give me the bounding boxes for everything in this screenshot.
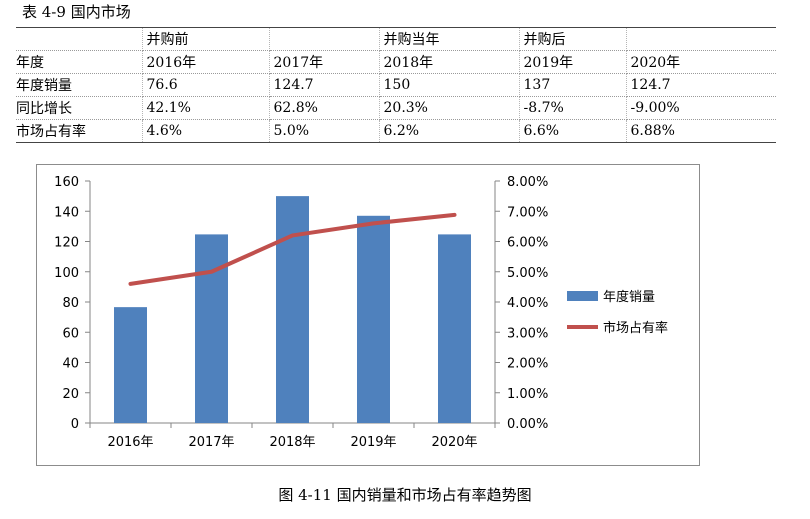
- row-label-cell: 年度销量: [16, 73, 143, 97]
- bar-2016年: [114, 307, 147, 423]
- bar-2020年: [438, 234, 471, 423]
- table-title: 表 4-9 国内市场: [22, 3, 131, 21]
- data-table: 并购前 并购当年 并购后 年度 2016年 2017年 2018年 2019年 2020年 年度销…: [16, 27, 776, 143]
- table-cell: 2020年: [626, 50, 776, 74]
- table-cell: 并购当年: [379, 27, 520, 51]
- left-tick-label: 120: [54, 236, 79, 251]
- figure-caption: 图 4-11 国内销量和市场占有率趋势图: [278, 486, 532, 504]
- left-tick-label: 20: [62, 387, 79, 402]
- table-cell: 150: [379, 73, 520, 97]
- table-cell: 124.7: [269, 73, 380, 97]
- table-cell: 137: [519, 73, 627, 97]
- legend-label-sales: 年度销量: [603, 289, 655, 305]
- table-cell: 42.1%: [142, 96, 270, 120]
- legend-swatch-sales: [567, 291, 598, 301]
- table-cell: 62.8%: [269, 96, 380, 120]
- table-cell: 2017年: [269, 50, 380, 74]
- left-tick-label: 40: [62, 357, 79, 372]
- table-row: 市场占有率 4.6% 5.0% 6.2% 6.6% 6.88%: [16, 119, 776, 143]
- table-row: 并购前 并购当年 并购后: [16, 27, 776, 51]
- table-row: 同比增长 42.1% 62.8% 20.3% -8.7% -9.00%: [16, 96, 776, 120]
- table-cell: 2016年: [142, 50, 270, 74]
- table-cell: -9.00%: [626, 96, 776, 120]
- table-row: 年度销量 76.6 124.7 150 137 124.7: [16, 73, 776, 97]
- table-cell: 6.88%: [626, 119, 776, 143]
- bar-2017年: [195, 234, 228, 423]
- row-label-cell: 年度: [16, 50, 143, 74]
- bar-2018年: [276, 196, 309, 423]
- right-tick-label: 4.00%: [507, 296, 548, 311]
- left-tick-label: 160: [54, 175, 79, 190]
- row-label-cell: 同比增长: [16, 96, 143, 120]
- table-cell: 4.6%: [142, 119, 270, 143]
- x-tick-label: 2019年: [350, 435, 396, 450]
- table-row: 年度 2016年 2017年 2018年 2019年 2020年: [16, 50, 776, 74]
- right-tick-label: 2.00%: [507, 357, 548, 372]
- x-tick-label: 2020年: [431, 435, 477, 450]
- table-cell: [626, 27, 776, 51]
- table-cell: 6.6%: [519, 119, 627, 143]
- combo-chart: 0 20 40 60 80 100 120 140 160 0.00% 1.00% 2.00% 3.00…: [54, 175, 668, 450]
- left-tick-label: 140: [54, 205, 79, 220]
- left-tick-label: 100: [54, 266, 79, 281]
- table-cell: [269, 27, 380, 51]
- row-label-cell: 市场占有率: [16, 119, 143, 143]
- table-cell: 6.2%: [379, 119, 520, 143]
- right-tick-label: 7.00%: [507, 205, 548, 220]
- table-cell: 76.6: [142, 73, 270, 97]
- table-cell: 5.0%: [269, 119, 380, 143]
- left-tick-label: 60: [62, 326, 79, 341]
- table-cell: 2019年: [519, 50, 627, 74]
- bar-2019年: [357, 215, 390, 423]
- x-tick-label: 2016年: [107, 435, 153, 450]
- legend-label-share: 市场占有率: [603, 320, 668, 336]
- table-cell: -8.7%: [519, 96, 627, 120]
- right-tick-label: 5.00%: [507, 266, 548, 281]
- table-cell: 124.7: [626, 73, 776, 97]
- chart-frame: 0 20 40 60 80 100 120 140 160 0.00% 1.00% 2.00% 3.00…: [36, 164, 700, 466]
- table-cell: 2018年: [379, 50, 520, 74]
- table-cell: 20.3%: [379, 96, 520, 120]
- left-tick-label: 0: [71, 417, 79, 432]
- x-tick-label: 2017年: [188, 435, 234, 450]
- right-tick-label: 8.00%: [507, 175, 548, 190]
- x-tick-label: 2018年: [269, 435, 315, 450]
- right-tick-label: 6.00%: [507, 236, 548, 251]
- table-cell: 并购前: [142, 27, 270, 51]
- right-tick-label: 1.00%: [507, 387, 548, 402]
- right-tick-label: 3.00%: [507, 326, 548, 341]
- right-tick-label: 0.00%: [507, 417, 548, 432]
- table-cell: 并购后: [519, 27, 627, 51]
- row-label-cell: [16, 27, 143, 51]
- left-tick-label: 80: [62, 296, 79, 311]
